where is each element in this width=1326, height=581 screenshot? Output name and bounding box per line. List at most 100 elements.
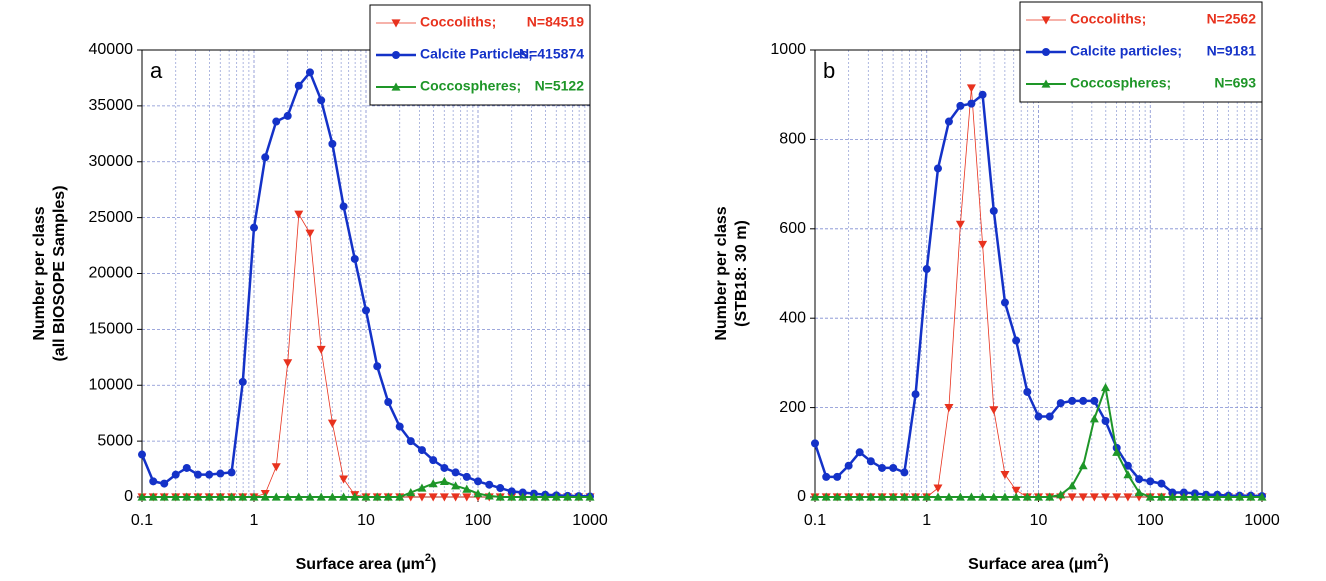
point (933, 164, 942, 173)
point (485, 480, 494, 489)
y-tick-label: 800 (779, 131, 806, 148)
point (1101, 382, 1111, 392)
point (160, 479, 169, 488)
point (137, 492, 147, 501)
point (507, 492, 517, 501)
point (429, 456, 438, 465)
y-tick-label: 1000 (770, 41, 806, 58)
point (373, 362, 382, 371)
point (922, 492, 932, 501)
point (339, 202, 348, 211)
legend-label: Coccoliths; (1070, 11, 1146, 27)
point (439, 476, 449, 485)
point (451, 481, 461, 490)
point (1000, 492, 1010, 501)
point (238, 492, 248, 501)
point (911, 390, 920, 399)
point (462, 472, 471, 481)
x-tick-label: 1000 (572, 512, 608, 529)
point (574, 492, 584, 501)
x-axis-label-part: ) (431, 556, 436, 573)
point (1056, 490, 1066, 499)
point (362, 306, 370, 315)
point (944, 492, 954, 501)
legend-label: Calcite particles; (1070, 43, 1182, 59)
point (305, 68, 314, 77)
point (1089, 414, 1099, 423)
x-tick-label: 0.1 (804, 512, 826, 529)
point (171, 492, 181, 501)
point (462, 493, 472, 502)
point (339, 475, 349, 484)
point (316, 492, 326, 501)
x-tick-label: 0.1 (131, 512, 153, 529)
point (1000, 298, 1009, 307)
point (978, 90, 987, 99)
point (1112, 447, 1122, 456)
point (406, 437, 415, 446)
x-axis-label-part: Surface area (µm (296, 556, 425, 573)
point (1089, 493, 1099, 502)
point (888, 492, 898, 501)
point (1101, 493, 1111, 502)
point (1023, 387, 1032, 396)
point (585, 492, 595, 501)
legend: Coccoliths; N=2562 Calcite particles; N=918… (1019, 1, 1263, 103)
x-tick-label: 10 (1030, 512, 1048, 529)
x-axis-label-part: ) (1104, 556, 1109, 573)
point (316, 345, 326, 354)
point (956, 101, 965, 110)
point (866, 457, 875, 466)
point (1068, 396, 1077, 405)
point (1011, 492, 1021, 501)
point (810, 492, 820, 501)
point (327, 419, 337, 428)
point (1123, 470, 1133, 479)
legend-count: N=5122 (535, 78, 585, 94)
point (238, 377, 247, 386)
point (911, 492, 921, 501)
point (866, 492, 876, 501)
point (1034, 412, 1043, 421)
point (261, 153, 270, 162)
point (832, 492, 842, 501)
point (1135, 475, 1144, 484)
point (1041, 16, 1051, 25)
legend-label: Coccospheres; (1070, 75, 1171, 91)
point (855, 492, 865, 501)
point (1078, 461, 1088, 470)
point (171, 470, 180, 479)
y-tick-label: 25000 (89, 209, 134, 226)
y-axis-label: (all BIOSOPE Samples) (51, 185, 68, 361)
point (955, 492, 965, 501)
point (227, 492, 237, 501)
point (833, 472, 842, 481)
point (392, 51, 400, 59)
point (1012, 336, 1021, 345)
point (933, 484, 943, 493)
point (1011, 486, 1021, 495)
point (327, 492, 337, 501)
point (1090, 396, 1099, 405)
point (294, 492, 304, 501)
point (496, 484, 505, 493)
point (1246, 492, 1256, 501)
point (249, 492, 259, 501)
y-tick-label: 10000 (89, 376, 134, 393)
point (822, 472, 831, 481)
point (159, 492, 169, 501)
point (215, 492, 225, 501)
point (350, 254, 359, 263)
y-tick-label: 600 (779, 220, 806, 237)
point (1056, 399, 1065, 408)
point (1041, 79, 1051, 88)
point (1146, 477, 1155, 486)
point (271, 492, 281, 501)
x-axis-label-part: Surface area (µm (968, 556, 1097, 573)
y-axis-label: (STB18: 30 m) (733, 220, 750, 327)
point (955, 220, 965, 229)
point (294, 210, 304, 219)
point (417, 446, 426, 455)
point (384, 398, 393, 407)
legend-count: N=9181 (1207, 43, 1257, 59)
